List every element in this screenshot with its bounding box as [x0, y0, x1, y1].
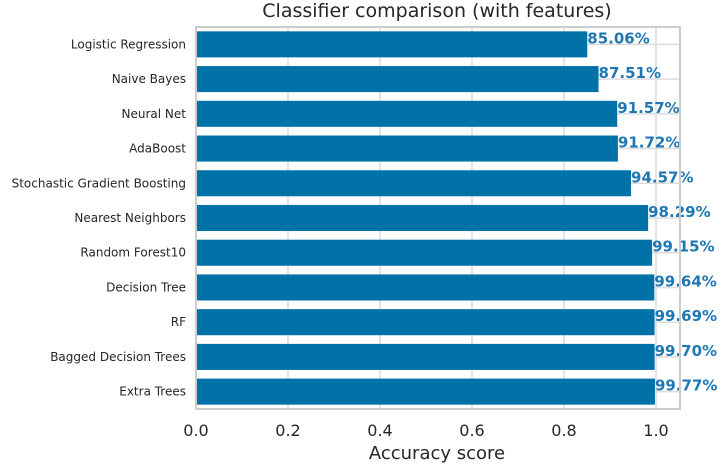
category-label: Nearest Neighbors: [74, 211, 186, 225]
bar-value-label: 99.70%: [655, 342, 717, 360]
bar: [196, 66, 599, 93]
bar-value-label: 99.64%: [654, 272, 716, 290]
category-label: Random Forest10: [80, 246, 186, 260]
category-label: Bagged Decision Trees: [50, 350, 186, 364]
category-label: Stochastic Gradient Boosting: [12, 176, 186, 190]
category-label: Neural Net: [122, 107, 187, 121]
x-tick-label: 0.8: [551, 421, 576, 440]
bar-value-label: 99.77%: [655, 377, 717, 395]
bar: [196, 204, 649, 232]
y-tick-labels: Logistic Regression Naive Bayes Neural Net…: [12, 37, 187, 398]
category-label: Decision Tree: [106, 280, 186, 294]
x-tick-label: 0.0: [183, 421, 208, 440]
bar: [196, 309, 655, 336]
bar: [196, 274, 655, 301]
bar-value-label: 91.72%: [618, 134, 680, 152]
bar: [196, 135, 618, 162]
category-label: RF: [171, 315, 186, 329]
x-axis-label: Accuracy score: [369, 443, 505, 464]
x-tick-label: 0.4: [367, 421, 392, 440]
x-tick-label: 1.0: [643, 421, 668, 440]
bar-value-label: 99.69%: [655, 307, 717, 325]
x-tick-label: 0.2: [275, 421, 300, 440]
category-label: AdaBoost: [129, 142, 186, 156]
bar-value-label: 91.57%: [617, 99, 679, 117]
bar-value-label: 85.06%: [587, 29, 649, 47]
plot-frame: [195, 26, 681, 410]
bar-value-label: 87.51%: [599, 64, 661, 82]
bar: [196, 31, 588, 58]
category-label: Extra Trees: [119, 385, 186, 399]
bar-value-label: 94.57%: [631, 168, 693, 186]
bar: [196, 239, 653, 266]
bar: [196, 343, 655, 370]
data-labels: 85.06%87.51%91.57%91.72%94.57%98.29%99.1…: [587, 29, 717, 394]
bar: [196, 378, 655, 405]
bar: [196, 100, 618, 127]
bar: [196, 170, 632, 197]
bars: [196, 31, 655, 405]
x-tick-label: 0.6: [459, 421, 484, 440]
bar-value-label: 99.15%: [652, 238, 714, 256]
category-label: Naive Bayes: [112, 72, 186, 86]
category-label: Logistic Regression: [71, 37, 186, 51]
x-tick-labels: 0.0 0.2 0.4 0.6 0.8 1.0: [183, 421, 668, 440]
chart-title: Classifier comparison (with features): [262, 0, 611, 22]
